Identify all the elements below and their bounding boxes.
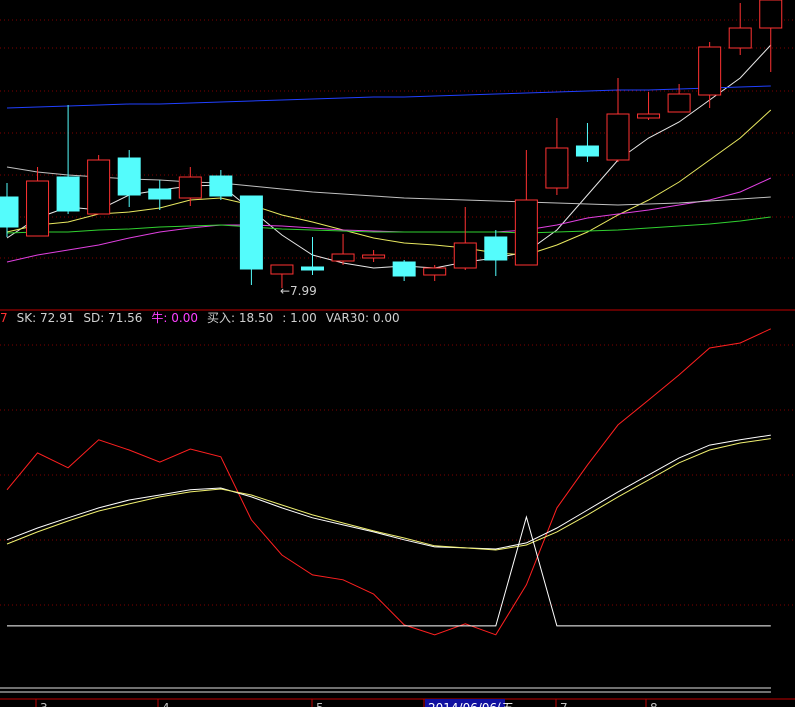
candle-body (117, 157, 141, 196)
legend-item: 牛: 0.00 (151, 310, 198, 325)
time-label: 5 (316, 701, 324, 707)
line (6, 216, 771, 234)
legend-item: : 1.00 (282, 311, 317, 325)
candle-body (209, 175, 233, 197)
legend-item: 买入: 18.50 (207, 311, 273, 325)
candle-body (362, 254, 386, 259)
candle-body (698, 46, 722, 96)
candle-body (606, 113, 630, 161)
candle-body (26, 180, 50, 237)
candle-body (667, 93, 691, 113)
legend: 7 SK: 72.91 SD: 71.56 牛: 0.00 买入: 18.50 : 1.0… (0, 310, 400, 325)
candle-body (56, 176, 80, 212)
time-label: 8 (650, 701, 658, 707)
candle-body (239, 195, 263, 270)
time-label: 7 (560, 701, 568, 707)
candle-body (484, 236, 508, 261)
candle-body (423, 267, 447, 276)
grid (0, 19, 795, 606)
line (6, 109, 772, 256)
candle-body (270, 264, 294, 275)
candle-body (514, 199, 538, 266)
time-label: 2014/06/06(五 (428, 701, 514, 707)
line (6, 328, 772, 636)
legend-item: SK: 72.91 (17, 311, 75, 325)
time-label: 3 (40, 701, 48, 707)
line (6, 44, 772, 269)
candle-body (545, 147, 569, 189)
time-label: 4 (162, 701, 170, 707)
line (7, 515, 771, 627)
candle-body (637, 113, 661, 119)
candle-body (453, 242, 477, 269)
candle-body (148, 188, 172, 200)
candle-body (728, 27, 752, 49)
line (6, 438, 771, 551)
candle-body (331, 253, 355, 262)
candle-body (178, 176, 202, 199)
legend-item: VAR30: 0.00 (326, 311, 400, 325)
candle-body (87, 159, 111, 215)
line (6, 434, 771, 550)
candle-body (301, 266, 324, 271)
date-highlight (425, 699, 505, 707)
candle-body (392, 261, 416, 277)
legend-item: 7 (0, 311, 8, 325)
line (6, 85, 771, 109)
annotation: ←7.99 (280, 284, 317, 298)
candle-body (575, 145, 599, 157)
candle-body (759, 0, 783, 29)
legend-item: SD: 71.56 (83, 311, 142, 325)
candle-body (0, 196, 19, 228)
